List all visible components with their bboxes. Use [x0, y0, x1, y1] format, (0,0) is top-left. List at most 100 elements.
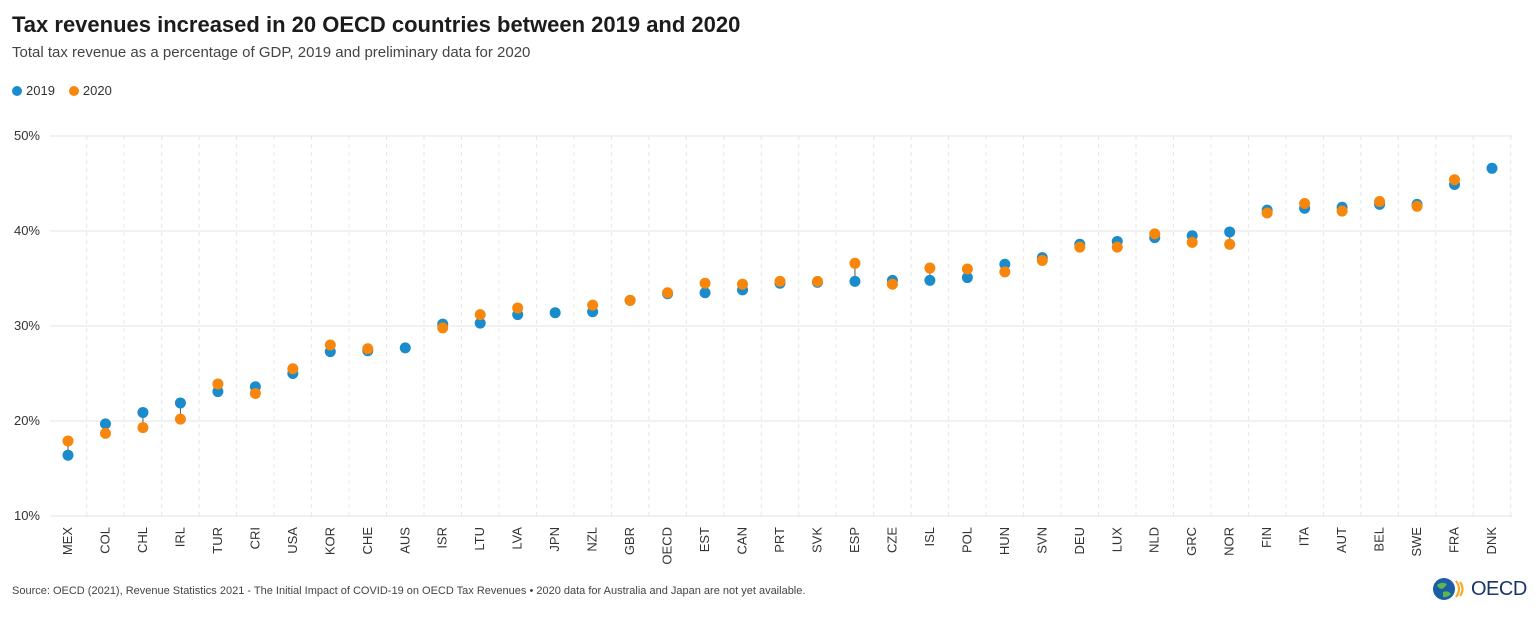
x-tick-label-DEU: DEU [1072, 527, 1087, 554]
legend-dot-2019 [12, 85, 22, 96]
series-2019-points [62, 162, 1498, 461]
y-axis-tick-labels: 10% 20% 30% 40% 50% [14, 128, 40, 523]
point-2020-AUT[interactable] [1336, 205, 1348, 217]
x-tick-label-HUN: HUN [997, 527, 1012, 555]
point-2020-FRA[interactable] [1449, 174, 1461, 186]
x-tick-label-SWE: SWE [1409, 527, 1424, 557]
point-2020-GBR[interactable] [624, 294, 636, 306]
x-tick-label-GRC: GRC [1184, 527, 1199, 556]
point-2020-CHE[interactable] [362, 343, 374, 355]
x-tick-label-CHL: CHL [135, 527, 150, 553]
point-2020-NLD[interactable] [1149, 228, 1161, 240]
legend: 2019 2020 [12, 83, 112, 98]
point-2020-PRT[interactable] [774, 275, 786, 287]
point-2020-CZE[interactable] [886, 278, 898, 290]
x-tick-label-LUX: LUX [1109, 527, 1124, 553]
x-tick-label-CRI: CRI [247, 527, 262, 549]
x-tick-label-AUT: AUT [1334, 527, 1349, 553]
point-2020-NOR[interactable] [1224, 238, 1236, 250]
connector-lines [67, 179, 1456, 456]
point-2020-ISR[interactable] [437, 322, 449, 334]
x-tick-label-POL: POL [959, 527, 974, 553]
y-tick-label-40: 40% [14, 223, 40, 238]
legend-item-2020[interactable]: 2020 [68, 83, 112, 98]
x-tick-label-CZE: CZE [884, 527, 899, 553]
point-2020-ITA[interactable] [1299, 197, 1311, 209]
source-note: Source: OECD (2021), Revenue Statistics … [12, 585, 806, 597]
x-tick-label-EST: EST [697, 527, 712, 552]
x-tick-label-FRA: FRA [1447, 527, 1462, 553]
point-2020-CAN[interactable] [737, 278, 749, 290]
point-2019-LTU[interactable] [474, 317, 486, 329]
point-2019-DNK[interactable] [1486, 162, 1498, 174]
x-tick-label-NZL: NZL [585, 527, 600, 552]
point-2019-JPN[interactable] [549, 307, 561, 319]
point-2019-ESP[interactable] [849, 275, 861, 287]
point-2020-SVK[interactable] [811, 275, 823, 287]
point-2019-TUR[interactable] [212, 386, 224, 398]
x-tick-label-GBR: GBR [622, 527, 637, 555]
point-2019-MEX[interactable] [62, 449, 74, 461]
x-tick-label-IRL: IRL [172, 527, 187, 547]
oecd-logo[interactable]: OECD [1432, 576, 1527, 602]
point-2019-HUN[interactable] [999, 258, 1011, 270]
point-2019-COL[interactable] [99, 418, 111, 430]
oecd-globe-icon [1433, 578, 1464, 600]
point-2020-LUX[interactable] [1111, 241, 1123, 253]
x-tick-label-ESP: ESP [847, 527, 862, 553]
y-tick-label-30: 30% [14, 318, 40, 333]
point-2020-EST[interactable] [699, 277, 711, 289]
point-2020-ESP[interactable] [849, 257, 861, 269]
chart-subtitle: Total tax revenue as a percentage of GDP… [12, 44, 531, 61]
point-2020-LVA[interactable] [512, 302, 524, 314]
point-2020-COL[interactable] [99, 427, 111, 439]
point-2020-FIN[interactable] [1261, 207, 1273, 219]
point-2019-IRL[interactable] [174, 397, 186, 409]
point-2020-TUR[interactable] [212, 378, 224, 390]
point-2019-ISL[interactable] [924, 274, 936, 286]
point-2019-NOR[interactable] [1224, 226, 1236, 238]
x-tick-label-ITA: ITA [1297, 527, 1312, 547]
point-2020-GRC[interactable] [1186, 236, 1198, 248]
x-tick-label-KOR: KOR [322, 527, 337, 555]
point-2020-DEU[interactable] [1074, 241, 1086, 253]
point-2020-OECD[interactable] [662, 287, 674, 299]
point-2019-CHL[interactable] [137, 406, 149, 418]
x-tick-label-BEL: BEL [1372, 527, 1387, 552]
x-tick-label-NLD: NLD [1147, 527, 1162, 553]
point-2020-NZL[interactable] [587, 299, 599, 311]
point-2019-AUS[interactable] [399, 342, 411, 354]
legend-item-2019[interactable]: 2019 [12, 83, 55, 98]
point-2019-EST[interactable] [699, 287, 711, 299]
point-2020-HUN[interactable] [999, 266, 1011, 278]
point-2019-POL[interactable] [961, 272, 973, 284]
y-gridlines [50, 135, 1512, 517]
x-tick-label-MEX: MEX [60, 527, 75, 556]
x-tick-label-ISR: ISR [435, 527, 450, 549]
point-2020-SWE[interactable] [1411, 200, 1423, 212]
point-2020-CHL[interactable] [137, 422, 149, 434]
point-2020-SVN[interactable] [1036, 254, 1048, 266]
x-tick-label-USA: USA [285, 527, 300, 554]
point-2020-LTU[interactable] [474, 309, 486, 321]
point-2020-KOR[interactable] [324, 339, 336, 351]
x-tick-label-TUR: TUR [210, 527, 225, 554]
point-2020-USA[interactable] [287, 363, 299, 375]
x-tick-label-FIN: FIN [1259, 527, 1274, 548]
point-2020-CRI[interactable] [249, 387, 261, 399]
legend-label-2019: 2019 [26, 83, 55, 98]
x-tick-label-JPN: JPN [547, 527, 562, 552]
point-2020-IRL[interactable] [174, 413, 186, 425]
x-axis-category-labels: MEX COL CHL IRL TUR CRI USA KOR CHE AUS ISR LTU LVA J… [60, 527, 1499, 565]
legend-label-2020: 2020 [82, 83, 112, 98]
x-tick-label-DNK: DNK [1484, 527, 1499, 555]
legend-dot-2020 [68, 85, 79, 96]
point-2020-POL[interactable] [961, 263, 973, 275]
point-2020-BEL[interactable] [1374, 196, 1386, 208]
y-tick-label-20: 20% [14, 413, 40, 428]
point-2020-ISL[interactable] [924, 262, 936, 274]
point-2020-MEX[interactable] [62, 435, 74, 447]
x-tick-label-ISL: ISL [922, 527, 937, 547]
y-tick-label-50: 50% [14, 128, 40, 143]
x-tick-label-SVN: SVN [1034, 527, 1049, 554]
